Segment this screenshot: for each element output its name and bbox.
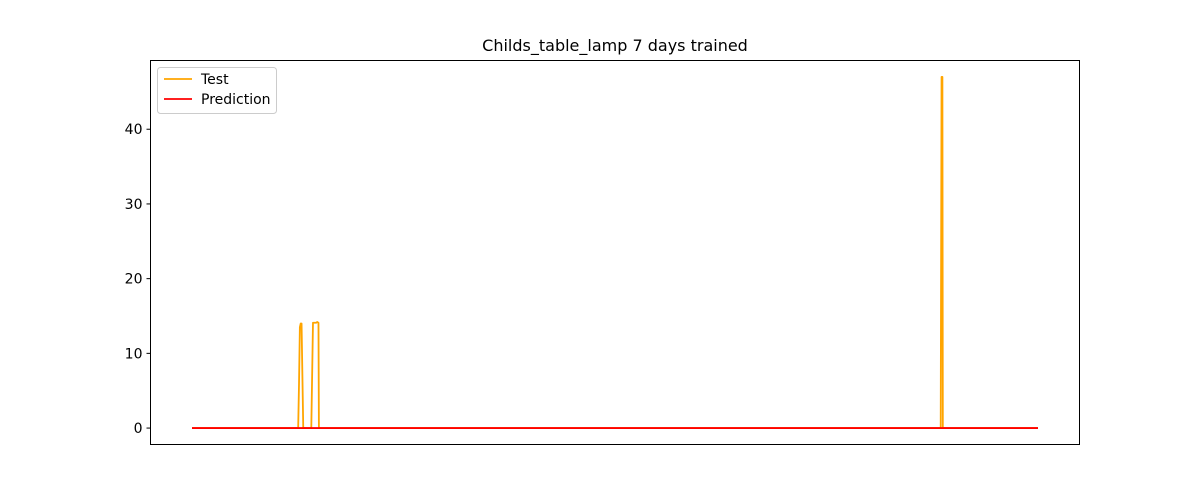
series-line-test [192, 76, 1038, 429]
y-tick-label: 20 [125, 272, 143, 288]
y-axis: 0 10 20 30 40 [125, 122, 151, 437]
y-tick-label: 10 [125, 346, 143, 362]
legend-label-test: Test [200, 72, 229, 88]
plot-area [192, 76, 1038, 429]
y-tick-label: 0 [134, 421, 143, 437]
chart-title: Childs_table_lamp 7 days trained [482, 36, 748, 56]
plot-frame [150, 60, 1080, 445]
legend: Test Prediction [157, 67, 277, 114]
legend-label-prediction: Prediction [201, 92, 271, 108]
y-tick-label: 30 [125, 197, 143, 213]
y-tick-label: 40 [125, 122, 143, 138]
